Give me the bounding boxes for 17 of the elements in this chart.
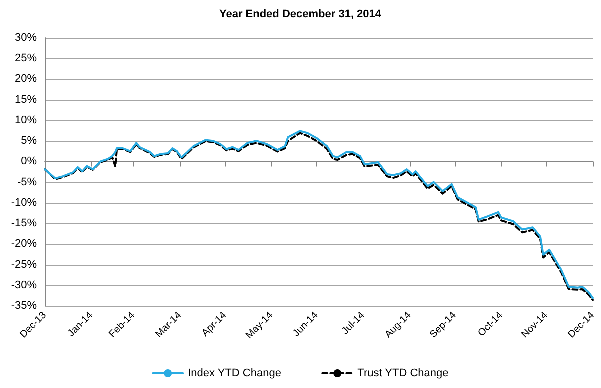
legend-label: Trust YTD Change — [358, 368, 449, 380]
y-tick-label: 25% — [14, 52, 38, 65]
y-tick-label: -10% — [11, 196, 38, 209]
y-tick-label: -20% — [11, 238, 38, 250]
y-tick-label: -30% — [11, 279, 38, 292]
legend-label: Index YTD Change — [188, 368, 282, 380]
y-tick-label: -25% — [11, 258, 38, 271]
y-tick-label: -15% — [11, 218, 38, 230]
y-tick-label: 15% — [14, 94, 38, 106]
y-tick-label: 20% — [14, 73, 38, 86]
y-tick-label: 30% — [14, 32, 38, 44]
y-tick-label: -35% — [11, 300, 38, 312]
y-tick-label: 10% — [14, 114, 38, 126]
y-tick-label: -5% — [17, 176, 38, 188]
chart-title: Year Ended December 31, 2014 — [219, 8, 382, 20]
y-tick-label: 0% — [21, 156, 38, 168]
y-tick-label: 5% — [21, 135, 38, 148]
